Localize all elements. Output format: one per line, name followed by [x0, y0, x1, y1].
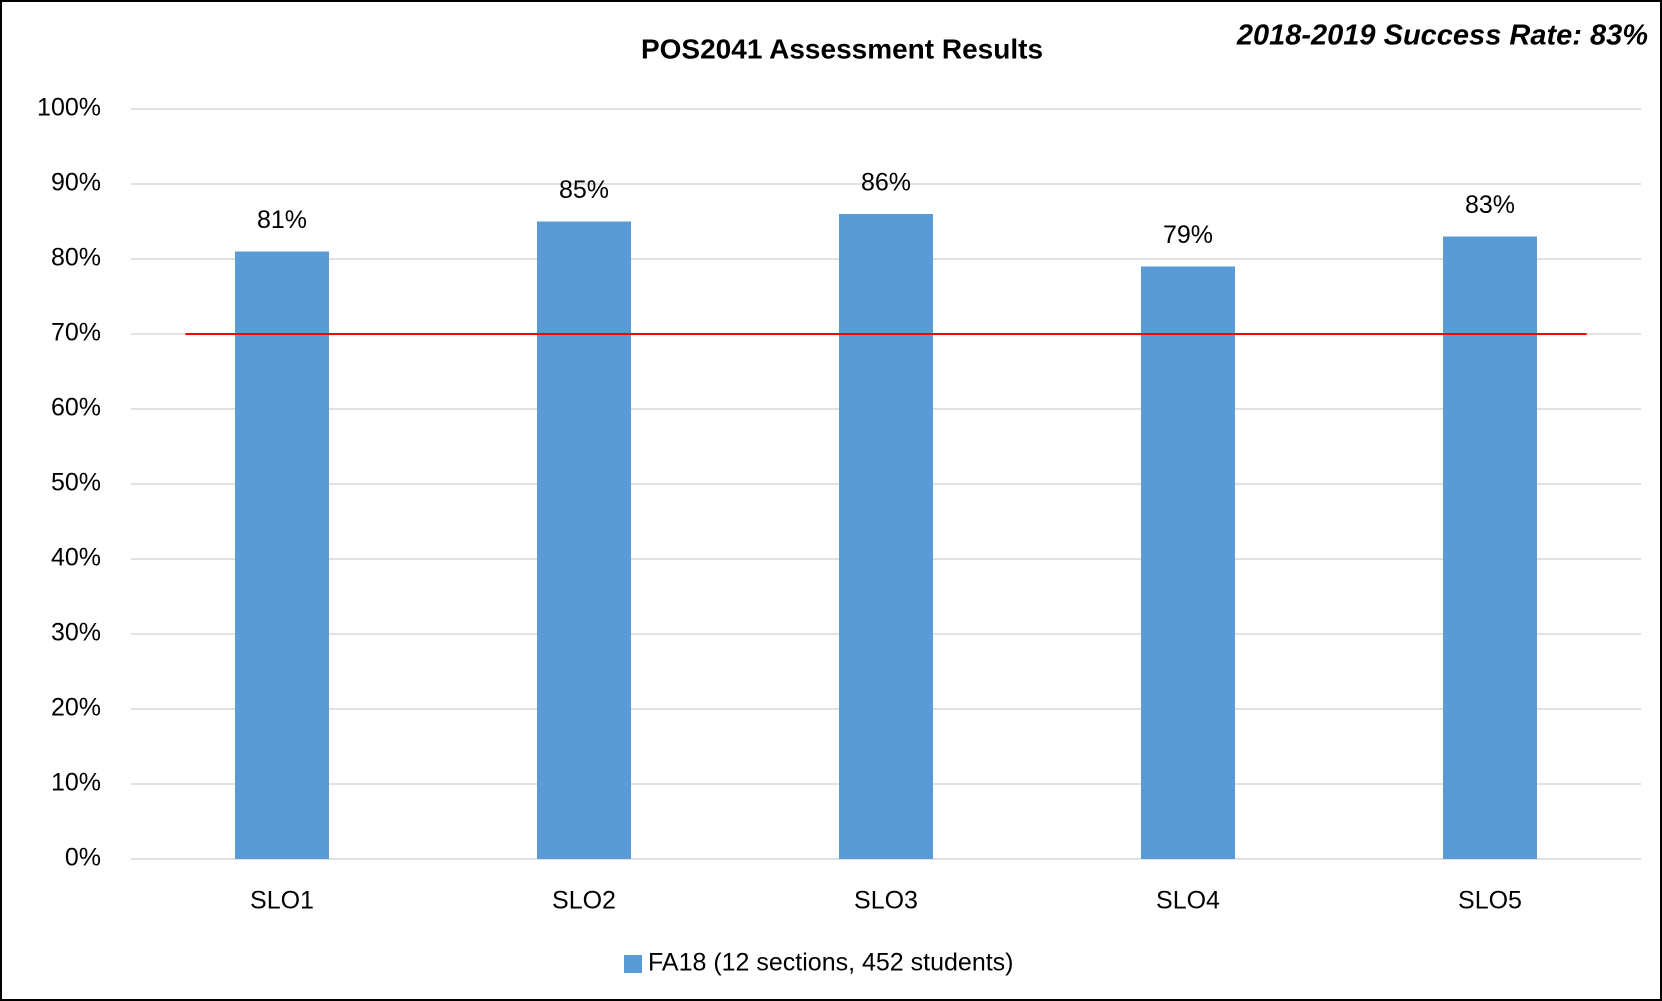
- x-tick-label: SLO5: [1458, 887, 1522, 915]
- x-tick-label: SLO2: [552, 887, 616, 915]
- y-tick-label: 20%: [51, 694, 101, 722]
- bar: [1141, 266, 1235, 859]
- y-tick-label: 90%: [51, 169, 101, 197]
- y-tick-label: 40%: [51, 544, 101, 572]
- data-label: 85%: [559, 176, 609, 204]
- y-tick-label: 10%: [51, 769, 101, 797]
- data-label: 81%: [257, 206, 307, 234]
- bar: [1443, 236, 1537, 859]
- data-label: 79%: [1163, 221, 1213, 249]
- legend-swatch: [624, 955, 642, 973]
- x-tick-label: SLO4: [1156, 887, 1220, 915]
- y-tick-label: 30%: [51, 619, 101, 647]
- bar: [235, 251, 329, 859]
- y-tick-label: 0%: [65, 844, 101, 872]
- annotation: 2018-2019 Success Rate: 83%: [1236, 20, 1648, 52]
- bar: [537, 221, 631, 859]
- legend-label: FA18 (12 sections, 452 students): [648, 949, 1014, 977]
- data-label: 86%: [861, 169, 911, 197]
- y-tick-label: 60%: [51, 394, 101, 422]
- y-tick-label: 100%: [37, 94, 101, 122]
- chart-title: POS2041 Assessment Results: [641, 33, 1043, 64]
- data-label: 83%: [1465, 191, 1515, 219]
- y-tick-label: 70%: [51, 319, 101, 347]
- x-tick-label: SLO3: [854, 887, 918, 915]
- x-tick-label: SLO1: [250, 887, 314, 915]
- bar: [839, 214, 933, 859]
- y-tick-label: 50%: [51, 469, 101, 497]
- y-tick-label: 80%: [51, 244, 101, 272]
